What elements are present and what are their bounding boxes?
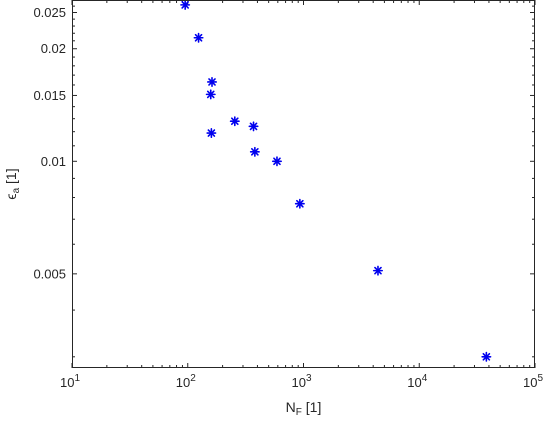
- x-tick-label: 104: [407, 373, 427, 390]
- data-point: [481, 351, 492, 362]
- x-tick-label: 101: [60, 373, 80, 390]
- x-tick-label-exp: 3: [306, 373, 312, 384]
- data-point: [180, 0, 191, 10]
- y-axis-label-sub: a: [11, 187, 22, 193]
- x-tick-label-exp: 4: [422, 373, 428, 384]
- x-axis-ticks: 101 102 103 104 105: [60, 0, 543, 390]
- x-tick-label-base: 10: [407, 375, 421, 390]
- y-axis-label-base: ϵ: [3, 193, 19, 199]
- data-point: [205, 89, 216, 100]
- x-tick-label-base: 10: [291, 375, 305, 390]
- data-points: [180, 0, 492, 362]
- y-tick-label: 0.005: [33, 266, 66, 281]
- y-tick-label: 0.01: [41, 154, 66, 169]
- data-point: [207, 76, 218, 87]
- y-tick-label: 0.015: [33, 88, 66, 103]
- y-axis-label: ϵa [1]: [3, 168, 22, 199]
- plot-background: [72, 0, 535, 368]
- x-tick-label-exp: 5: [537, 373, 543, 384]
- data-point: [372, 265, 383, 276]
- x-axis-label-sub: F: [296, 407, 302, 418]
- x-tick-label: 105: [523, 373, 543, 390]
- x-tick-label: 103: [291, 373, 311, 390]
- x-tick-label-base: 10: [176, 375, 190, 390]
- data-point: [271, 156, 282, 167]
- x-tick-label-exp: 1: [74, 373, 80, 384]
- x-axis-label-unit: [1]: [302, 399, 321, 415]
- data-point: [229, 116, 240, 127]
- x-axis-label-base: N: [286, 399, 296, 415]
- data-point: [206, 128, 217, 139]
- x-tick-label-exp: 2: [190, 373, 196, 384]
- x-tick-label-base: 10: [523, 375, 537, 390]
- data-point: [248, 121, 259, 132]
- x-axis-label: NF [1]: [286, 399, 322, 418]
- x-tick-label: 102: [176, 373, 196, 390]
- y-axis-label-unit: [1]: [3, 168, 19, 187]
- y-tick-label: 0.025: [33, 5, 66, 20]
- data-point: [193, 32, 204, 43]
- data-point: [249, 146, 260, 157]
- data-point: [294, 198, 305, 209]
- x-tick-label-base: 10: [60, 375, 74, 390]
- y-tick-label: 0.02: [41, 41, 66, 56]
- plot-frame: [72, 0, 535, 368]
